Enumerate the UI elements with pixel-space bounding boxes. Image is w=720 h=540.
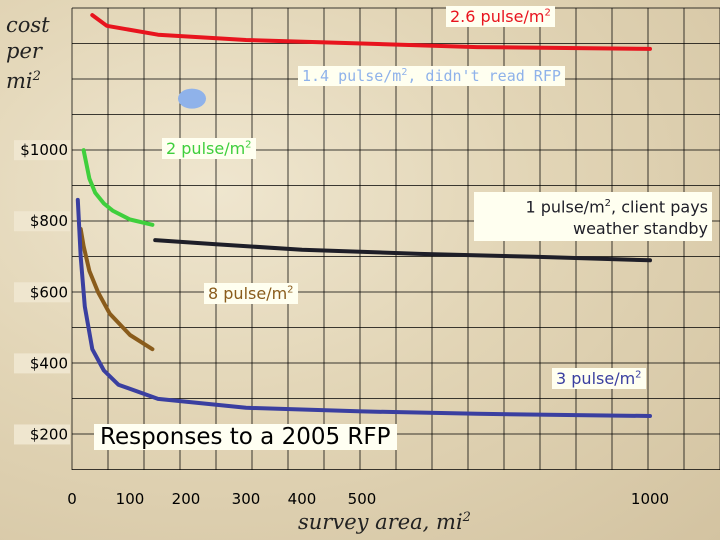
y-tick-label: $1000 xyxy=(20,141,68,159)
y-tick-label-bg xyxy=(14,424,70,445)
x-axis-title-sup: 2 xyxy=(462,510,471,525)
x-tick-label: 500 xyxy=(348,490,377,508)
series-label-1-4-sup: 2 xyxy=(401,67,408,78)
series-label-2-6-text: 2.6 pulse/m xyxy=(450,7,545,26)
y-axis-title-unit: mi xyxy=(6,69,33,93)
series-label-1-sup: 2 xyxy=(604,198,612,209)
series-label-3-text: 3 pulse/m xyxy=(556,369,636,388)
x-tick-label: 1000 xyxy=(631,490,669,508)
x-axis-title-text: survey area, mi xyxy=(298,510,463,534)
series-line xyxy=(78,227,155,352)
series-label-8-sup: 2 xyxy=(287,284,294,296)
series-label-1-text: 1 pulse/m xyxy=(525,197,605,217)
series-label-8: 8 pulse/m2 xyxy=(204,283,298,304)
y-axis-title: cost per mi2 xyxy=(6,12,76,94)
y-tick-label-bg xyxy=(14,353,70,374)
series-label-1-4: 1.4 pulse/m2, didn't read RFP xyxy=(298,66,565,86)
y-tick-label-bg xyxy=(14,211,70,232)
x-tick-label: 0 xyxy=(67,490,77,508)
x-tick-label: 100 xyxy=(116,490,145,508)
x-tick-label: 300 xyxy=(232,490,261,508)
series-line xyxy=(90,13,652,51)
series-line xyxy=(81,148,155,227)
y-tick-label: $400 xyxy=(30,354,68,372)
series-line xyxy=(75,197,652,418)
y-tick-label-bg xyxy=(14,282,70,303)
x-tick-label: 200 xyxy=(172,490,201,508)
y-tick-label-bg xyxy=(14,140,70,161)
series-line xyxy=(153,238,652,263)
y-tick-label: $200 xyxy=(30,425,68,443)
y-tick-label: $800 xyxy=(30,212,68,230)
y-axis-title-line1: cost xyxy=(6,13,50,37)
series-label-2-6-sup: 2 xyxy=(544,7,551,19)
series-label-3-sup: 2 xyxy=(635,369,642,381)
x-axis-title: survey area, mi2 xyxy=(298,510,471,534)
series-point xyxy=(178,88,206,109)
series-label-3: 3 pulse/m2 xyxy=(552,368,646,389)
series-label-8-text: 8 pulse/m xyxy=(208,284,288,303)
series-label-2-text: 2 pulse/m xyxy=(166,139,246,158)
series-label-1-4-text: 1.4 pulse/m xyxy=(302,67,402,85)
series-label-2-6: 2.6 pulse/m2 xyxy=(446,6,555,27)
y-axis-title-sup: 2 xyxy=(32,69,41,84)
y-tick-label: $600 xyxy=(30,283,68,301)
series-label-1-4-suffix: , didn't read RFP xyxy=(407,67,561,85)
series-label-1-suffix: , client pays weather standby xyxy=(573,197,708,239)
x-tick-label: 400 xyxy=(288,490,317,508)
series-label-2-sup: 2 xyxy=(245,139,252,151)
chart-title: Responses to a 2005 RFP xyxy=(94,424,397,450)
series-label-2: 2 pulse/m2 xyxy=(162,138,256,159)
y-axis-title-line3: mi2 xyxy=(6,64,76,94)
series-label-1: 1 pulse/m2, client pays weather standby xyxy=(474,192,712,242)
y-axis-title-line2: per xyxy=(6,39,42,63)
